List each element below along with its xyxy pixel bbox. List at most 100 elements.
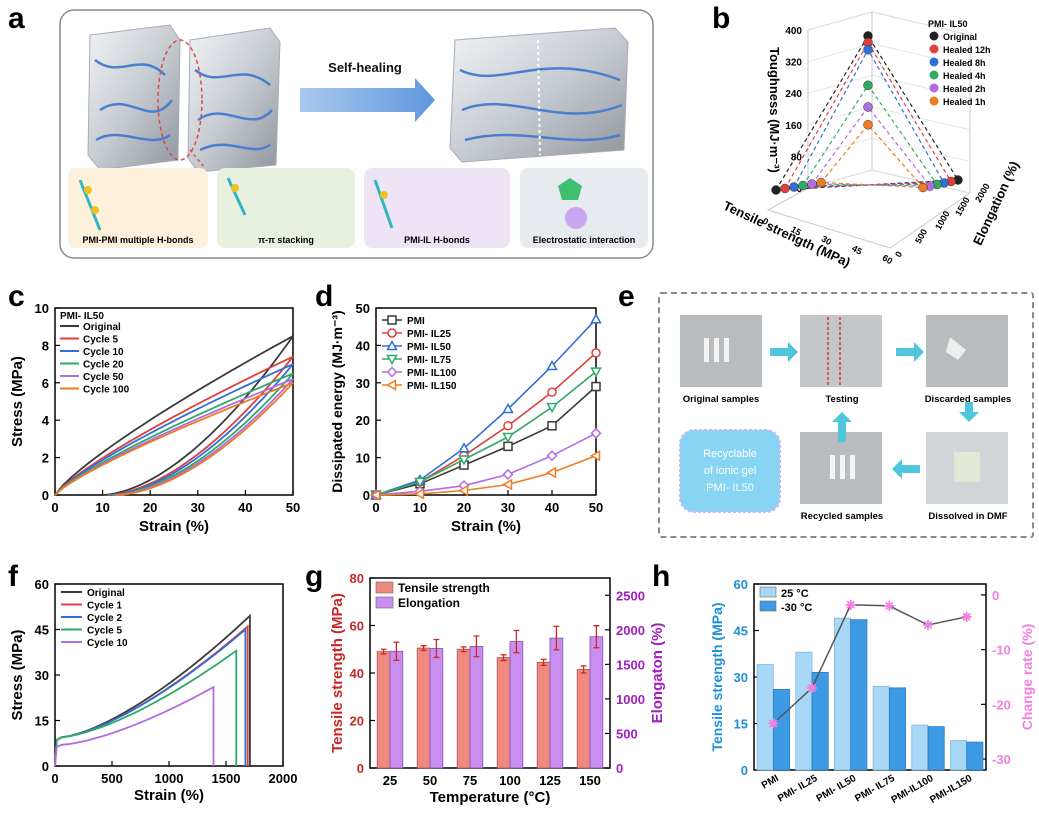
f-series-line-3 xyxy=(54,627,247,767)
d-x-tick-label: 0 xyxy=(372,500,379,515)
step-label-discarded: Discarded samples xyxy=(925,394,1012,405)
d-point xyxy=(502,432,514,444)
f-x-tick-label: 1000 xyxy=(155,771,184,786)
b-dashed-edges-3 xyxy=(793,48,946,188)
g-errorbar-tensile xyxy=(500,654,507,662)
f-x-tick-label: 500 xyxy=(101,771,123,786)
g-legend-swatch xyxy=(375,581,394,594)
h-bar-minus30c xyxy=(888,687,906,771)
b-y-axis-label: Elongation (%) xyxy=(970,159,1022,248)
panel-label-c: c xyxy=(8,280,25,313)
d-point xyxy=(502,468,514,480)
d-legend-label: PMI- IL150 xyxy=(407,381,457,392)
b-legend-label: Original xyxy=(943,32,977,42)
b-legend-label: Healed 12h xyxy=(943,45,991,55)
b-legend-label: Healed 1h xyxy=(943,97,986,107)
panel-label-e: e xyxy=(618,280,635,313)
b-legend-label: Healed 8h xyxy=(943,58,986,68)
c-x-tick-label: 40 xyxy=(238,500,252,515)
panel-e-frame xyxy=(658,292,1034,538)
g-legend-label: Elongation xyxy=(398,596,460,610)
d-point xyxy=(458,455,470,466)
b-legend-marker xyxy=(929,31,939,41)
d-point xyxy=(502,402,514,414)
d-point xyxy=(503,441,513,452)
c-legend-label: Cycle 100 xyxy=(83,385,130,396)
panel-label-a: a xyxy=(8,2,25,35)
g-errorbar-elongation xyxy=(513,629,520,654)
d-point xyxy=(414,477,426,488)
d-legend-marker xyxy=(387,315,397,325)
c-x-tick-label: 0 xyxy=(51,500,58,515)
dogbone-samples xyxy=(704,338,855,479)
c-legend-label: Cycle 5 xyxy=(83,335,118,346)
g-errorbar-elongation xyxy=(473,635,480,658)
g-errorbar-tensile xyxy=(460,646,467,653)
panel-label-f: f xyxy=(8,560,18,593)
d-point xyxy=(457,484,469,497)
g-bar-elongation xyxy=(389,650,404,769)
c-x-tick-label: 30 xyxy=(191,500,205,515)
g-yr-tick-label: 1500 xyxy=(616,657,645,672)
g-bar-elongation xyxy=(469,646,484,769)
mechanism-box-1 xyxy=(68,168,208,248)
g-bar-tensile xyxy=(376,651,391,769)
b-z-tick-label: 160 xyxy=(785,121,802,132)
c-legend-title: PMI- IL50 xyxy=(60,311,104,322)
g-errorbar-elongation xyxy=(393,641,400,661)
g-bar-tensile xyxy=(576,669,591,769)
mechanism-label-1: PMI-PMI multiple H-bonds xyxy=(83,235,194,245)
b-sphere-point xyxy=(918,182,928,193)
b-sphere-point xyxy=(863,102,873,112)
gel-piece-right xyxy=(187,27,281,173)
recyclable-note-1: Recyclable xyxy=(703,448,757,460)
g-y-tick-label: 0 xyxy=(357,761,364,776)
g-bar-elongation xyxy=(589,636,604,769)
h-change-rate-point xyxy=(845,599,856,610)
d-legend-marker xyxy=(386,339,398,351)
b-legend-label: Healed 2h xyxy=(943,84,986,94)
d-point xyxy=(591,348,601,358)
d-point xyxy=(590,313,602,324)
d-y-axis-label: Dissipated energy (MJ·m⁻³) xyxy=(329,310,345,492)
photo-testing xyxy=(800,315,882,387)
c-y-tick-label: 10 xyxy=(35,301,49,316)
b-sphere-point xyxy=(789,182,799,192)
d-legend-marker xyxy=(385,379,397,391)
h-change-rate-point xyxy=(923,620,933,631)
mechanism-label-2: π-π stacking xyxy=(258,235,314,245)
b-x-axis-label: Tensile strength (MPa) xyxy=(721,198,853,270)
panel-label-b: b xyxy=(712,2,731,35)
h-bar-minus30c xyxy=(966,741,984,771)
cation-icon xyxy=(558,178,582,200)
d-y-tick-label: 20 xyxy=(356,413,370,428)
g-y-tick-label: 80 xyxy=(350,571,364,586)
c-y-tick-label: 2 xyxy=(42,451,49,466)
b-z-tick-label: 240 xyxy=(785,89,802,100)
g-errorbar-elongation xyxy=(593,625,600,649)
f-x-tick-label: 1500 xyxy=(212,771,241,786)
g-x-tick-label: 125 xyxy=(539,773,561,788)
d-point xyxy=(546,402,558,414)
gel-healed xyxy=(449,27,629,163)
h-bar-25c xyxy=(911,724,929,771)
mechanism-box-4 xyxy=(520,168,648,248)
g-bar-tensile xyxy=(416,647,431,769)
h-bar-25c xyxy=(834,617,852,771)
b-legend-marker xyxy=(929,96,939,106)
h-legend-swatch xyxy=(759,600,777,612)
g-errorbar-tensile xyxy=(380,648,387,655)
d-point xyxy=(413,488,425,500)
d-y-tick-label: 40 xyxy=(356,338,370,353)
b-sphere-point xyxy=(771,185,781,195)
d-x-tick-label: 30 xyxy=(501,500,515,515)
mechanism-box-3 xyxy=(364,168,510,248)
b-dashed-edges-2 xyxy=(784,41,953,190)
f-y-axis-label: Stress (MPa) xyxy=(9,630,26,721)
f-y-tick-label: 15 xyxy=(35,714,49,729)
d-legend-label: PMI- IL75 xyxy=(407,355,451,366)
b-z-grid xyxy=(871,11,971,36)
h-x-tick-label: PMI- IL25 xyxy=(776,773,820,805)
f-y-tick-label: 45 xyxy=(35,623,49,638)
h-yr-tick-label: -20 xyxy=(992,697,1011,712)
